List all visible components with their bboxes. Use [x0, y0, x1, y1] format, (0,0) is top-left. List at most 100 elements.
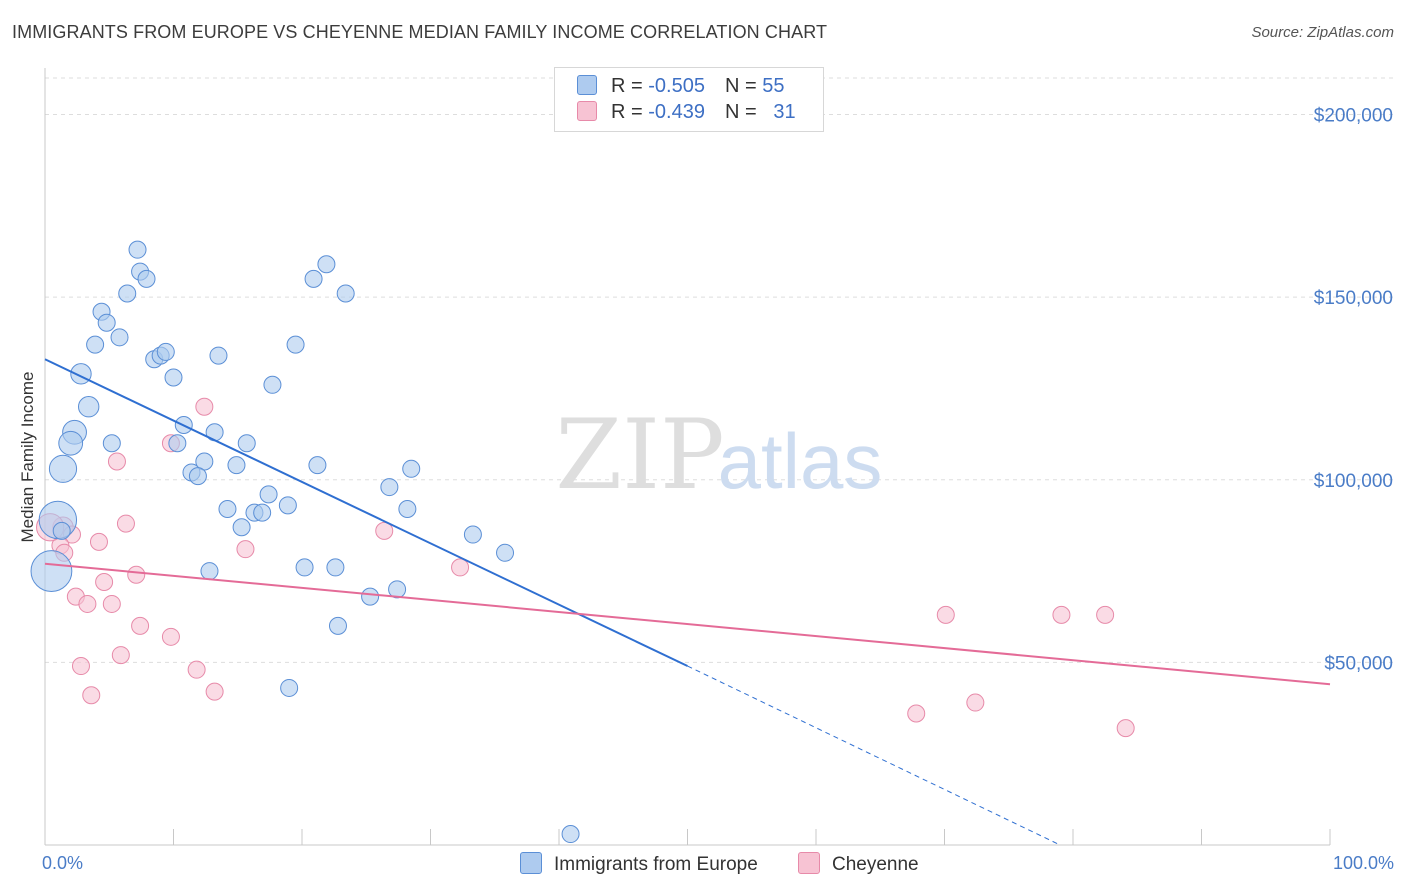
source-label: Source: ZipAtlas.com	[1251, 24, 1394, 41]
legend-n-cheyenne: 31	[773, 101, 796, 123]
europe-point	[304, 269, 323, 288]
cheyenne-point	[82, 686, 101, 705]
legend-row-cheyenne: R = -0.439 N = 31	[577, 101, 796, 127]
europe-point	[48, 454, 78, 483]
europe-point	[253, 503, 272, 522]
cheyenne-point	[187, 660, 206, 679]
legend-swatch-europe	[577, 75, 597, 95]
cheyenne-point	[936, 605, 955, 624]
cheyenne-point	[966, 693, 985, 712]
y-tick-label: $150,000	[1314, 288, 1393, 309]
cheyenne-point	[195, 397, 214, 416]
cheyenne-point	[116, 514, 135, 533]
y-tick-labels: $50,000 $100,000 $150,000 $200,000	[1314, 106, 1393, 675]
legend-swatch-cheyenne	[577, 101, 597, 121]
y-tick-label: $100,000	[1314, 471, 1393, 492]
europe-point	[278, 496, 297, 515]
axes	[44, 68, 1331, 846]
europe-point	[263, 375, 282, 394]
cheyenne-point	[205, 682, 224, 701]
cheyenne-point	[71, 657, 90, 676]
watermark-zip: ZIP	[555, 399, 724, 511]
cheyenne-point	[1116, 719, 1135, 738]
europe-point	[209, 346, 228, 365]
europe-point	[286, 335, 305, 354]
europe-point	[280, 678, 299, 697]
europe-points	[30, 240, 580, 844]
europe-point	[77, 396, 100, 418]
cheyenne-point	[95, 573, 114, 592]
cheyenne-point	[236, 540, 255, 559]
legend-r-europe: -0.505	[648, 75, 705, 97]
cheyenne-point	[78, 594, 97, 613]
stats-legend: R = -0.505 N = 55 R = -0.439 N = 31	[554, 67, 824, 132]
europe-point	[308, 456, 327, 475]
series-swatch-europe	[520, 852, 542, 874]
europe-point	[168, 434, 187, 453]
europe-point	[496, 543, 515, 562]
cheyenne-point	[1096, 605, 1115, 624]
y-tick-label: $200,000	[1314, 106, 1393, 127]
legend-n-europe: 55	[762, 75, 785, 97]
cheyenne-point	[161, 627, 180, 646]
cheyenne-point	[102, 594, 121, 613]
europe-point	[97, 313, 116, 332]
europe-point	[237, 434, 256, 453]
series-swatch-cheyenne	[798, 852, 820, 874]
europe-point	[402, 459, 421, 478]
europe-point	[259, 485, 278, 504]
y-axis-label: Median Family Income	[18, 371, 37, 542]
europe-point	[398, 499, 417, 518]
europe-point	[137, 269, 156, 288]
cheyenne-point	[1052, 605, 1071, 624]
europe-point	[218, 499, 237, 518]
cheyenne-trend-line	[44, 562, 1331, 686]
europe-point	[200, 562, 219, 581]
europe-point	[156, 342, 175, 361]
series-legend-europe: Immigrants from Europe	[520, 852, 758, 876]
y-tick-label: $50,000	[1324, 653, 1393, 674]
europe-point	[388, 580, 407, 599]
cheyenne-point	[907, 704, 926, 723]
europe-point	[188, 467, 207, 486]
europe-point	[52, 521, 71, 540]
trend-lines	[44, 358, 1331, 846]
chart-title: IMMIGRANTS FROM EUROPE VS CHEYENNE MEDIA…	[12, 22, 828, 42]
europe-point	[295, 558, 314, 577]
cheyenne-point	[131, 616, 150, 635]
europe-point	[30, 550, 73, 592]
europe-trend-extension	[687, 665, 1061, 846]
x-tick-label-min: 0.0%	[42, 853, 83, 873]
europe-point	[328, 616, 347, 635]
europe-point	[227, 456, 246, 475]
europe-point	[463, 525, 482, 544]
cheyenne-point	[89, 532, 108, 551]
europe-point	[110, 328, 129, 347]
grid-lines	[45, 77, 1393, 663]
cheyenne-point	[375, 521, 394, 540]
x-tick-label-max: 100.0%	[1333, 853, 1394, 873]
europe-point	[118, 284, 137, 303]
watermark-atlas: atlas	[718, 417, 883, 505]
europe-point	[102, 434, 121, 453]
europe-point	[561, 825, 580, 844]
europe-point	[326, 558, 345, 577]
cheyenne-point	[127, 565, 146, 584]
europe-point	[361, 587, 380, 606]
x-tick-labels: 0.0% 100.0%	[42, 853, 1394, 873]
cheyenne-point	[111, 646, 130, 665]
europe-point	[128, 240, 147, 259]
cheyenne-point	[451, 558, 470, 577]
legend-row-europe: R = -0.505 N = 55	[577, 75, 784, 101]
europe-point	[232, 518, 251, 537]
legend-r-cheyenne: -0.439	[648, 101, 705, 123]
europe-point	[86, 335, 105, 354]
europe-point	[58, 430, 84, 456]
europe-point	[164, 368, 183, 387]
europe-point	[336, 284, 355, 303]
europe-point	[380, 478, 399, 497]
cheyenne-point	[107, 452, 126, 471]
series-legend-cheyenne: Cheyenne	[798, 852, 919, 876]
europe-point	[317, 255, 336, 274]
